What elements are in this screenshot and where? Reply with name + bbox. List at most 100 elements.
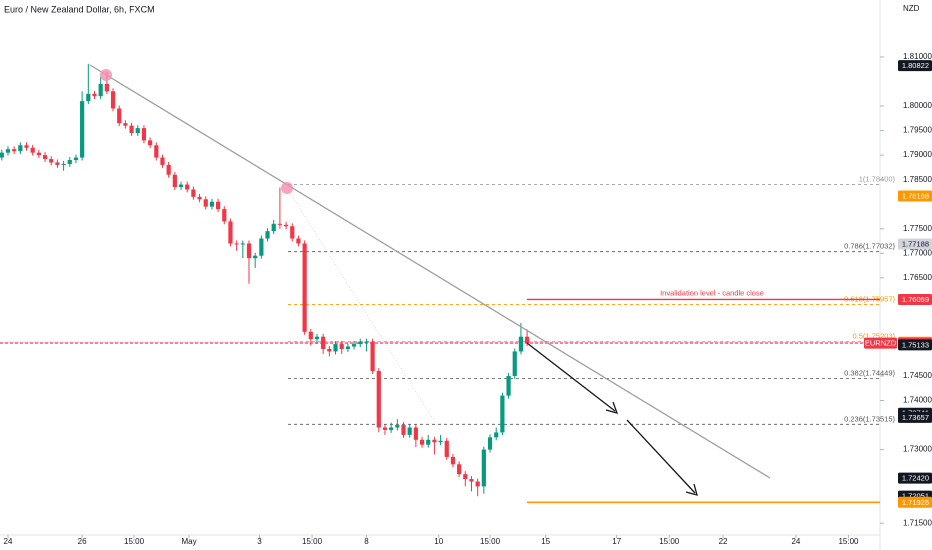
y-tick-label: 1.78500	[903, 175, 932, 184]
candle-body	[395, 425, 400, 428]
arrow-head	[605, 401, 619, 414]
candle-body	[512, 351, 517, 376]
candle-body	[203, 199, 208, 207]
price-label-box	[898, 293, 932, 305]
candle-body	[333, 344, 338, 352]
y-tick-label: 1.77500	[903, 224, 932, 233]
price-label: 1.75133	[902, 340, 929, 349]
candle-body	[475, 481, 480, 487]
price-label-box	[898, 472, 932, 484]
drawings	[89, 64, 771, 496]
candle-body	[259, 238, 264, 256]
candle-body	[351, 344, 357, 347]
candle-body	[67, 160, 72, 164]
candles	[0, 63, 530, 497]
candle-body	[172, 174, 177, 188]
price-label-box	[898, 496, 932, 508]
candle-body	[277, 223, 283, 225]
candle-body	[104, 83, 109, 92]
candle-body	[339, 344, 344, 349]
y-tick-label: 1.71500	[903, 518, 932, 527]
touch-point	[281, 182, 293, 194]
x-tick-label: 15:00	[480, 537, 501, 546]
x-tick-label: May	[181, 537, 196, 546]
candle-body	[463, 474, 468, 480]
candle-body	[382, 427, 388, 430]
candle-body	[271, 223, 276, 232]
price-label-box	[898, 238, 932, 250]
y-tick-label: 1.79500	[903, 126, 932, 135]
price-label-box	[898, 339, 932, 351]
candle-body	[228, 221, 233, 244]
y-tick-label: 1.77000	[903, 248, 932, 257]
candle-body	[5, 149, 11, 153]
candle-body	[296, 238, 301, 244]
price-label: 1.72051	[902, 492, 929, 501]
candle-body	[222, 209, 227, 222]
candle-body	[426, 439, 431, 445]
candle-body	[166, 164, 171, 175]
candle-body	[518, 336, 524, 352]
price-label: 1.78168	[902, 191, 929, 200]
candle-body	[283, 224, 289, 227]
y-tick-label: 1.76500	[903, 273, 932, 282]
candle-body	[154, 145, 159, 158]
candle-body	[389, 427, 394, 430]
candle-body	[370, 341, 375, 372]
price-label: 1.71926	[902, 498, 929, 507]
currency-label: NZD	[903, 4, 920, 13]
price-label-box	[898, 411, 932, 423]
axes: 1.81000 1.80000 1.79500 1.79000 1.78500 1.775…	[4, 52, 932, 546]
candle-body	[432, 439, 437, 443]
candle-body	[525, 336, 530, 344]
candle-body	[457, 464, 462, 475]
candle-body	[73, 157, 79, 161]
candle-body	[302, 243, 307, 332]
candle-body	[500, 395, 505, 433]
candle-body	[80, 101, 85, 158]
candle-body	[148, 140, 153, 146]
candle-body	[123, 123, 128, 126]
candle-body	[92, 93, 97, 97]
x-tick-label: 15:00	[124, 537, 145, 546]
fib-label: 0.236(1.73515)	[844, 414, 895, 423]
candle-body	[209, 201, 215, 207]
symbol-label-box	[864, 337, 897, 349]
candle-body	[110, 91, 116, 109]
x-tick-label: 24	[791, 537, 800, 546]
trend-line	[89, 64, 771, 479]
y-tick-label: 1.74000	[903, 396, 932, 405]
candle-body	[450, 456, 456, 465]
fib-label: 0.786(1.77032)	[844, 242, 895, 251]
candle-body	[160, 157, 165, 165]
candle-body	[246, 243, 252, 259]
candle-body	[86, 93, 91, 102]
candle-body	[345, 346, 350, 349]
x-tick-label: 15:00	[302, 537, 323, 546]
candle-body	[364, 341, 369, 343]
candle-body	[253, 255, 258, 259]
y-tick-label: 1.74500	[903, 371, 932, 380]
candle-body	[191, 189, 196, 197]
x-tick-label: 26	[78, 537, 87, 546]
fib-label: 1(1.78400)	[859, 175, 896, 184]
candle-body	[30, 147, 35, 153]
chart-title: Euro / New Zealand Dollar, 6h, FXCM	[4, 4, 155, 14]
candle-body	[240, 243, 245, 245]
candle-body	[481, 449, 486, 487]
price-label: 1.73657	[902, 413, 929, 422]
candle-body	[12, 149, 17, 152]
x-tick-label: 10	[434, 537, 443, 546]
x-tick-label: 15:00	[838, 537, 859, 546]
invalidation-label: Invalidation level - candle close	[660, 288, 764, 297]
candle-body	[24, 145, 29, 148]
price-label: 1.72420	[902, 474, 929, 483]
candle-body	[487, 437, 493, 450]
candle-body	[36, 152, 41, 156]
touch-point	[100, 69, 112, 81]
candle-body	[117, 108, 122, 124]
arrow	[526, 342, 616, 412]
candle-body	[494, 432, 499, 438]
candle-body	[18, 145, 23, 152]
y-tick-label: 1.79000	[903, 150, 932, 159]
